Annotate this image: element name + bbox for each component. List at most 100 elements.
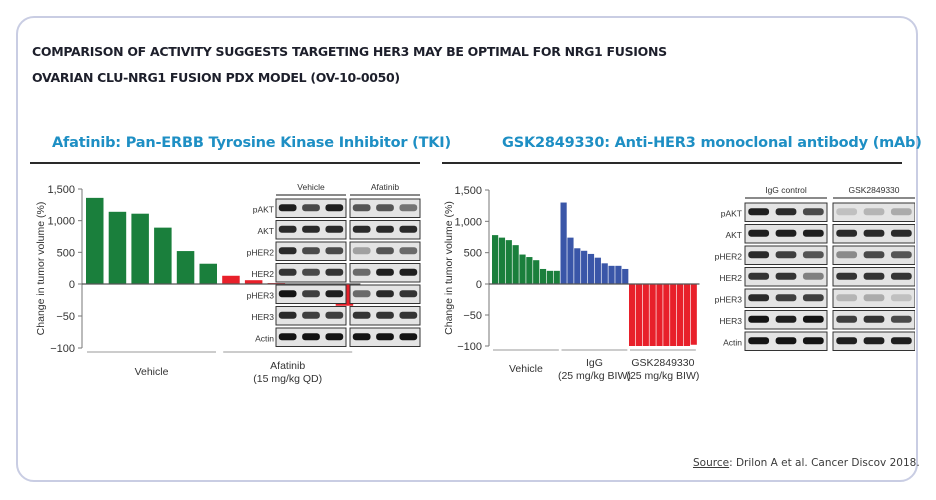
blot-band: [802, 251, 824, 259]
blot-band: [748, 251, 770, 259]
blot-band: [376, 225, 394, 233]
right-section-title: GSK2849330: Anti-HER3 monoclonal antibod…: [502, 135, 922, 151]
source-text: : Drilon A et al. Cancer Discov 2018.: [729, 457, 920, 469]
bar-igg: [608, 265, 615, 284]
blot-band: [278, 290, 297, 298]
blot-band: [775, 272, 797, 280]
y-tick-label: −100: [50, 343, 75, 355]
blot-band: [325, 290, 344, 298]
blot-row-label: pHER2: [715, 251, 743, 261]
blot-band: [890, 315, 912, 323]
blot-group-label: Afatinib: [371, 182, 400, 192]
bar-igg: [581, 250, 588, 284]
blot-band: [836, 315, 858, 323]
y-axis-label: Change in tumor volume (%): [35, 202, 47, 336]
slide-title: COMPARISON OF ACTIVITY SUGGESTS TARGETIN…: [32, 44, 667, 59]
right-section-rule: [442, 162, 902, 164]
blot-band: [352, 290, 371, 298]
bar-igg: [615, 265, 622, 284]
group-label: IgG: [586, 357, 603, 369]
blot-band: [748, 208, 770, 216]
slide-subtitle: OVARIAN CLU-NRG1 FUSION PDX MODEL (OV-10…: [32, 70, 400, 85]
blot-band: [352, 268, 371, 276]
bar-igg: [560, 202, 567, 284]
blot-row-label: HER3: [251, 312, 274, 322]
bar-igg: [594, 257, 601, 284]
blot-row-label: AKT: [725, 230, 742, 240]
blot-band: [775, 294, 797, 302]
y-tick-label: −100: [457, 341, 482, 353]
blot-band: [748, 229, 770, 237]
blot-band: [890, 337, 912, 345]
blot-band: [399, 333, 418, 341]
blot-band: [890, 229, 912, 237]
blot-band: [836, 294, 858, 302]
y-tick-label: 0: [69, 279, 75, 291]
bar-gsk2849330: [635, 284, 643, 346]
blot-band: [352, 204, 371, 212]
group-label: Vehicle: [135, 366, 169, 378]
blot-band: [836, 229, 858, 237]
bar-gsk2849330: [642, 284, 649, 346]
bar-vehicle: [539, 268, 547, 284]
bar-vehicle: [546, 270, 553, 284]
blot-band: [802, 315, 824, 323]
blot-group-label: Vehicle: [297, 182, 325, 192]
blot-band: [325, 247, 344, 255]
y-tick-label: 1,500: [47, 184, 75, 196]
bar-gsk2849330: [683, 284, 690, 346]
blot-band: [278, 225, 297, 233]
blot-band: [302, 290, 320, 298]
blot-band: [325, 311, 344, 319]
bar-gsk2849330: [663, 284, 670, 346]
blot-band: [775, 337, 797, 345]
blot-band: [863, 229, 885, 237]
group-label: GSK2849330: [631, 357, 694, 369]
bar-gsk2849330: [629, 284, 636, 346]
blot-band: [352, 311, 371, 319]
blot-band: [863, 337, 885, 345]
source-label: Source: [693, 457, 730, 469]
group-label-dose: (15 mg/kg QD): [253, 373, 322, 385]
blot-band: [376, 247, 394, 255]
bar-gsk2849330: [670, 284, 677, 346]
blot-band: [376, 204, 394, 212]
bar-gsk2849330: [676, 284, 684, 346]
blot-band: [802, 208, 824, 216]
blot-row-label: Actin: [723, 337, 742, 347]
y-tick-label: −50: [463, 310, 482, 322]
blot-band: [302, 204, 320, 212]
blot-band: [278, 204, 297, 212]
blot-band: [325, 225, 344, 233]
blot-band: [376, 268, 394, 276]
bar-afatinib: [222, 275, 240, 284]
blot-band: [748, 315, 770, 323]
blot-band: [802, 229, 824, 237]
bar-vehicle: [199, 263, 217, 284]
bar-vehicle: [526, 257, 533, 284]
blot-band: [399, 225, 418, 233]
blot-band: [399, 311, 418, 319]
blot-band: [775, 251, 797, 259]
blot-band: [836, 272, 858, 280]
blot-row-label: pHER3: [715, 294, 743, 304]
slide-frame: [16, 16, 918, 482]
bar-vehicle: [108, 211, 127, 284]
bar-vehicle: [553, 270, 560, 284]
bar-vehicle: [176, 251, 195, 284]
blot-band: [802, 337, 824, 345]
blot-band: [775, 229, 797, 237]
group-label: Afatinib: [270, 360, 305, 372]
blot-band: [325, 268, 344, 276]
y-tick-label: 1,000: [454, 216, 482, 228]
bar-vehicle: [131, 213, 149, 284]
blot-band: [863, 208, 885, 216]
bar-afatinib: [244, 280, 263, 284]
group-label: Vehicle: [509, 363, 543, 375]
blot-band: [863, 294, 885, 302]
y-tick-label: 500: [57, 247, 75, 259]
blot-row-label: HER2: [251, 269, 274, 279]
bar-vehicle: [498, 237, 506, 284]
blot-band: [836, 337, 858, 345]
blot-band: [399, 290, 418, 298]
